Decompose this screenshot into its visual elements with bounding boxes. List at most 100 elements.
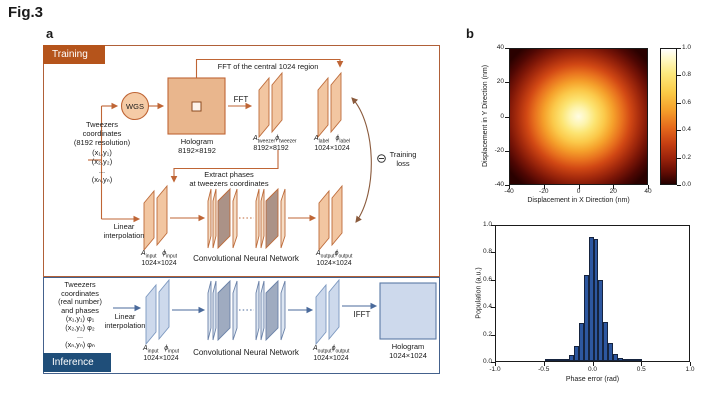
colorbar-tick-label: 0.4	[682, 126, 692, 134]
histogram-bar	[627, 359, 633, 361]
histogram-x-tick-label: -1.0	[489, 366, 501, 373]
histogram-bar	[578, 323, 584, 361]
histogram-x-tick	[690, 362, 691, 366]
layer-sheet	[331, 184, 343, 247]
heatmap-x-tick-label: 20	[609, 188, 617, 195]
histogram-bar	[569, 355, 574, 361]
histogram-bar	[544, 359, 550, 361]
colorbar-tick	[677, 48, 681, 49]
extract-phases-label: Extract phases at tweezers coordinates	[189, 170, 269, 189]
heatmap-y-tick	[505, 82, 509, 84]
extract-phases-line	[170, 150, 279, 183]
training-loss-arc	[351, 97, 372, 223]
inference-tweezers-coordinates: Tweezers coordinates (real number) and p…	[58, 280, 102, 349]
heatmap-y-tick	[505, 150, 509, 152]
minus-circle-icon	[377, 154, 386, 163]
layer-sheet	[217, 279, 231, 342]
heatmap-x-tick-label: -20	[539, 188, 549, 195]
central-1024-region-square	[191, 101, 202, 112]
figure-title: Fig.3	[8, 4, 44, 21]
hologram-1024-square	[379, 282, 437, 340]
histogram-y-tick-label: 0.8	[482, 248, 492, 256]
training-linear-interpolation-label: Linear interpolation	[103, 222, 145, 241]
heatmap-x-tick-label: -40	[504, 188, 514, 195]
histogram-bar	[617, 358, 623, 361]
panel-a-label: a	[46, 26, 54, 41]
ifft-label: IFFT	[353, 310, 371, 319]
inference-linear-interpolation-label: Linear interpolation	[104, 312, 146, 331]
layer-sheet	[265, 187, 279, 250]
layer-sheet	[212, 280, 217, 341]
histogram-y-axis-label: Population (a.u.)	[475, 267, 483, 319]
histogram-x-tick-label: 0.0	[587, 366, 598, 373]
training-tweezers-coordinates: Tweezers coordinates (8192 resolution) (…	[73, 120, 131, 185]
histogram-bar	[613, 354, 618, 361]
heatmap-x-tick	[648, 185, 649, 189]
histogram-bar	[549, 359, 555, 361]
training-connectors	[88, 58, 344, 223]
heatmap-x-axis-label: Displacement in X Direction (nm)	[527, 197, 630, 204]
layer-sheet	[260, 280, 265, 341]
histogram-x-tick-label: -0.5	[538, 366, 550, 373]
training-loss-label: Training loss	[389, 150, 417, 169]
layer-sheet	[328, 278, 340, 341]
histogram-bar	[559, 359, 565, 361]
panel-b-label: b	[466, 26, 474, 41]
layer-sheet	[260, 188, 265, 249]
layer-sheet	[318, 189, 330, 252]
histogram-bar	[637, 359, 643, 361]
pipeline-diagram	[88, 58, 437, 346]
training-input-stack-label: Ainput ϕinput 1024×1024	[141, 250, 177, 268]
histogram-bar	[554, 359, 560, 361]
inference-cnn-label: Convolutional Neural Network	[193, 348, 299, 357]
histogram-y-tick	[491, 225, 495, 226]
heatmap-y-tick	[505, 48, 509, 49]
layer-sheet	[317, 76, 329, 139]
histogram-y-tick	[491, 252, 495, 254]
histogram-x-tick-label: 1.0	[685, 366, 695, 373]
heatmap-y-tick-label: -40	[494, 181, 504, 188]
training-tag: Training	[43, 45, 105, 64]
layer-sheet	[280, 188, 286, 249]
fft-label: FFT	[233, 95, 249, 104]
heatmap-y-tick-label: 0	[500, 112, 504, 120]
histogram-y-tick	[491, 279, 495, 281]
inference-input-stack-label: Ainput ϕinput 1024×1024	[143, 345, 179, 363]
histogram-x-tick	[592, 362, 594, 366]
layer-sheet	[207, 188, 212, 249]
histogram-bar	[598, 280, 604, 361]
heatmap-y-tick-label: 40	[496, 44, 504, 51]
displacement-heatmap	[509, 48, 648, 185]
layer-sheet	[255, 188, 260, 249]
colorbar-tick	[677, 102, 681, 104]
colorbar-tick-label: 0.0	[682, 181, 692, 188]
histogram-y-tick-label: 1.0	[482, 221, 492, 228]
hologram-1024-label: Hologram 1024×1024	[389, 342, 427, 361]
layer-sheet	[258, 76, 270, 139]
inference-output-stack-label: Aoutput ϕoutput 1024×1024	[313, 345, 350, 363]
layer-sheet	[217, 187, 231, 250]
layer-sheet	[315, 283, 327, 346]
histogram-bar	[588, 236, 594, 361]
heatmap-y-tick	[505, 116, 509, 118]
histogram-bar	[608, 343, 613, 361]
histogram-y-tick-label: 0.4	[482, 303, 492, 311]
colorbar-tick-label: 0.6	[682, 98, 692, 106]
histogram-y-tick-label: 0.6	[482, 275, 492, 283]
colorbar-tick	[677, 130, 681, 132]
layer-sheet	[158, 278, 170, 341]
histogram-y-tick-label: 0.2	[482, 330, 492, 338]
colorbar-tick-label: 0.2	[682, 153, 692, 161]
layer-sheet	[232, 188, 238, 249]
histogram-y-tick	[491, 307, 495, 309]
histogram-bar	[632, 359, 638, 361]
layer-sheet	[330, 71, 342, 134]
colorbar-tick	[677, 185, 681, 186]
histogram-x-tick	[495, 362, 496, 366]
training-cnn-label: Convolutional Neural Network	[193, 254, 299, 263]
heatmap-y-tick-label: -20	[494, 146, 504, 154]
layer-sheet	[156, 184, 168, 247]
colorbar-tick	[677, 75, 681, 77]
layer-sheet	[212, 188, 217, 249]
